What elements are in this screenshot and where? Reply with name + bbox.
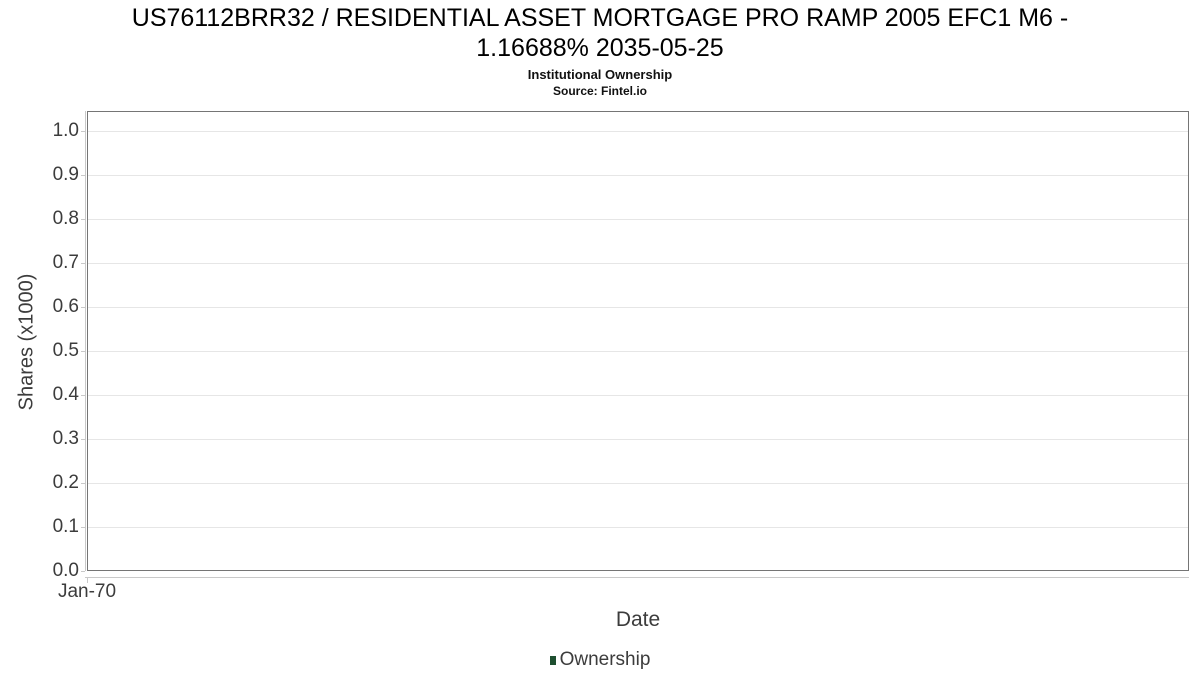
chart-title-line-1: US76112BRR32 / RESIDENTIAL ASSET MORTGAG… <box>131 4 1069 32</box>
y-axis-tick <box>81 483 85 484</box>
legend-marker-icon <box>549 655 556 665</box>
gridline <box>88 395 1188 396</box>
chart-subtitle: Institutional Ownership <box>527 67 673 82</box>
gridline <box>88 351 1188 352</box>
y-tick-label: 0.4 <box>52 384 79 405</box>
gridline <box>88 219 1188 220</box>
y-tick-label: 0.8 <box>52 208 79 229</box>
legend: Ownership <box>0 648 1200 672</box>
y-axis-tick <box>81 439 85 440</box>
y-tick-label: 0.3 <box>52 428 79 449</box>
y-tick-label: 0.6 <box>52 296 79 317</box>
legend-item-ownership[interactable]: Ownership <box>549 648 651 672</box>
y-tick-label: 0.7 <box>52 252 79 273</box>
x-axis-tick <box>87 578 88 583</box>
y-tick-label: 0.0 <box>52 560 79 581</box>
y-axis-tick <box>81 395 85 396</box>
y-tick-label: 0.9 <box>52 164 79 185</box>
y-axis-tick <box>81 219 85 220</box>
chart-title-line-2: 1.16688% 2035-05-25 <box>476 34 724 62</box>
legend-label: Ownership <box>559 649 651 670</box>
x-tick-label: Jan-70 <box>57 581 117 602</box>
y-axis-tick <box>81 571 85 572</box>
x-axis-line <box>85 577 1189 578</box>
gridline <box>88 527 1188 528</box>
y-tick-label: 0.5 <box>52 340 79 361</box>
x-axis-title: Date <box>615 608 661 631</box>
source-credit: Source: Fintel.io <box>552 84 647 98</box>
gridline <box>88 439 1188 440</box>
plot-area <box>87 111 1189 571</box>
y-axis-tick <box>81 131 85 132</box>
gridline <box>88 307 1188 308</box>
y-axis-tick <box>81 527 85 528</box>
y-axis-tick <box>81 263 85 264</box>
gridline <box>88 263 1188 264</box>
y-axis-tick <box>81 175 85 176</box>
y-tick-label: 0.1 <box>52 516 79 537</box>
gridline <box>88 483 1188 484</box>
gridline <box>88 131 1188 132</box>
y-axis-tick <box>81 307 85 308</box>
y-tick-label: 0.2 <box>52 472 79 493</box>
y-axis-tick <box>81 351 85 352</box>
gridline <box>88 175 1188 176</box>
y-tick-label: 1.0 <box>52 120 79 141</box>
y-axis-line <box>85 111 86 571</box>
